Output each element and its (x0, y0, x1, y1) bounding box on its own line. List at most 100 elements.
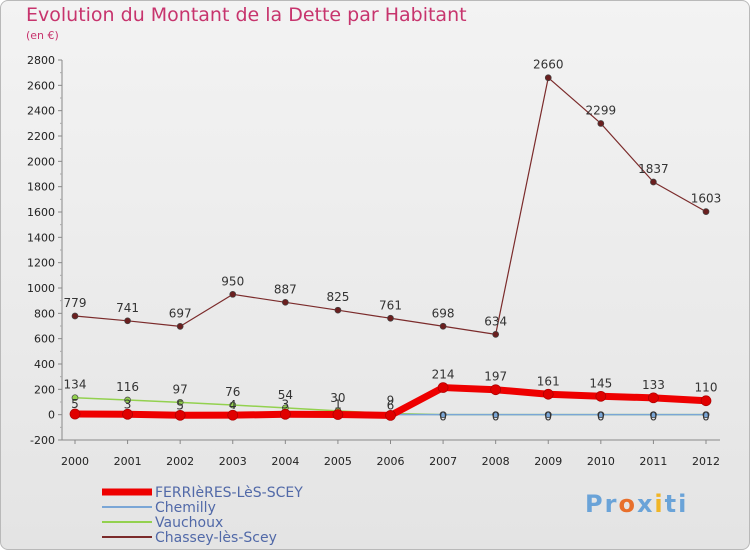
data-label: 97 (173, 382, 188, 396)
data-label: 9 (387, 394, 395, 408)
data-label: 825 (326, 290, 349, 304)
y-tick-label: 1000 (27, 282, 55, 295)
data-point (648, 392, 659, 404)
data-label: 0 (544, 410, 552, 424)
data-point (176, 399, 184, 406)
legend-label: FERRIèRES-LèS-SCEY (155, 485, 303, 501)
data-point (702, 411, 710, 419)
data-point (229, 290, 237, 298)
data-point (71, 394, 79, 402)
data-label: 2660 (533, 58, 564, 72)
y-tick-label: 2000 (27, 155, 55, 168)
data-point (650, 411, 657, 419)
x-tick-label: 2009 (534, 455, 562, 468)
x-tick-label: 2007 (429, 455, 457, 468)
data-point (332, 409, 344, 420)
data-label: 887 (274, 282, 297, 296)
proxiti-logo: Proxiti (585, 490, 689, 518)
data-label: 3 (124, 397, 132, 411)
chart-subtitle: (en €) (26, 29, 59, 42)
data-point (597, 120, 605, 127)
data-label: 0 (597, 410, 605, 424)
data-point (650, 178, 657, 186)
data-point (281, 298, 289, 306)
data-label: 698 (432, 306, 455, 320)
x-tick-label: 2005 (324, 455, 352, 468)
x-tick-label: 2000 (61, 455, 89, 468)
data-point (124, 317, 131, 325)
data-label: 161 (537, 374, 560, 388)
data-point (544, 411, 552, 419)
x-tick-label: 2001 (114, 455, 142, 468)
data-label: 134 (64, 378, 87, 392)
data-point (174, 409, 186, 421)
data-point (492, 411, 500, 419)
y-tick-label: 0 (48, 409, 55, 422)
y-tick-label: 2400 (27, 105, 55, 118)
data-label: 1837 (638, 162, 669, 176)
data-label: 779 (64, 296, 87, 310)
data-point (334, 306, 342, 314)
y-tick-label: 1400 (27, 231, 55, 244)
data-point (176, 323, 184, 330)
data-label: 76 (225, 385, 240, 399)
y-tick-label: 600 (34, 333, 55, 346)
legend-label: Chemilly (155, 500, 216, 516)
data-point (492, 331, 500, 338)
data-label: 5 (176, 398, 184, 412)
x-tick-label: 2008 (482, 455, 510, 468)
y-tick-label: 1200 (27, 257, 55, 270)
y-tick-label: -200 (30, 434, 55, 447)
data-point (544, 74, 552, 82)
data-label: 950 (221, 274, 244, 288)
y-tick-label: 2600 (27, 79, 55, 92)
y-tick-label: 1600 (27, 206, 55, 219)
legend-label: Vauchoux (155, 515, 223, 531)
data-label: 6 (387, 398, 395, 412)
data-label: 116 (116, 380, 139, 394)
data-label: 0 (702, 410, 710, 424)
y-tick-label: 200 (34, 383, 55, 396)
y-tick-label: 2200 (27, 130, 55, 143)
data-point (122, 408, 133, 420)
data-point (387, 314, 394, 322)
chart-title: Evolution du Montant de la Dette par Hab… (26, 4, 467, 26)
x-tick-label: 2006 (377, 455, 405, 468)
x-tick-label: 2012 (692, 455, 720, 468)
x-tick-label: 2003 (219, 455, 247, 468)
data-label: 741 (116, 301, 139, 315)
x-tick-label: 2004 (271, 455, 299, 468)
data-label: 133 (642, 378, 665, 392)
data-point (700, 395, 712, 407)
data-label: 110 (695, 381, 718, 395)
data-point (227, 409, 239, 421)
x-tick-label: 2010 (587, 455, 615, 468)
data-point (702, 208, 710, 215)
y-tick-label: 2800 (27, 54, 55, 67)
y-tick-label: 800 (34, 307, 55, 320)
data-point (490, 384, 502, 396)
data-label: 214 (432, 368, 455, 382)
data-label: 2299 (586, 103, 617, 117)
data-label: 54 (278, 388, 293, 402)
data-label: 145 (589, 376, 612, 390)
data-point (597, 411, 605, 419)
legend-label: Chassey-lès-Scey (155, 530, 277, 546)
data-label: 5 (71, 397, 79, 411)
data-label: 3 (282, 397, 290, 411)
x-tick-label: 2002 (166, 455, 194, 468)
data-label: 634 (484, 314, 507, 328)
data-point (595, 390, 607, 402)
data-label: 0 (439, 410, 447, 424)
data-label: 1 (334, 398, 342, 412)
data-point (279, 408, 291, 420)
y-tick-label: 1800 (27, 181, 55, 194)
data-point (437, 382, 449, 393)
data-point (385, 410, 396, 421)
data-point (71, 312, 79, 320)
data-point (69, 408, 81, 420)
data-point (124, 396, 131, 404)
data-label: 0 (492, 410, 500, 424)
